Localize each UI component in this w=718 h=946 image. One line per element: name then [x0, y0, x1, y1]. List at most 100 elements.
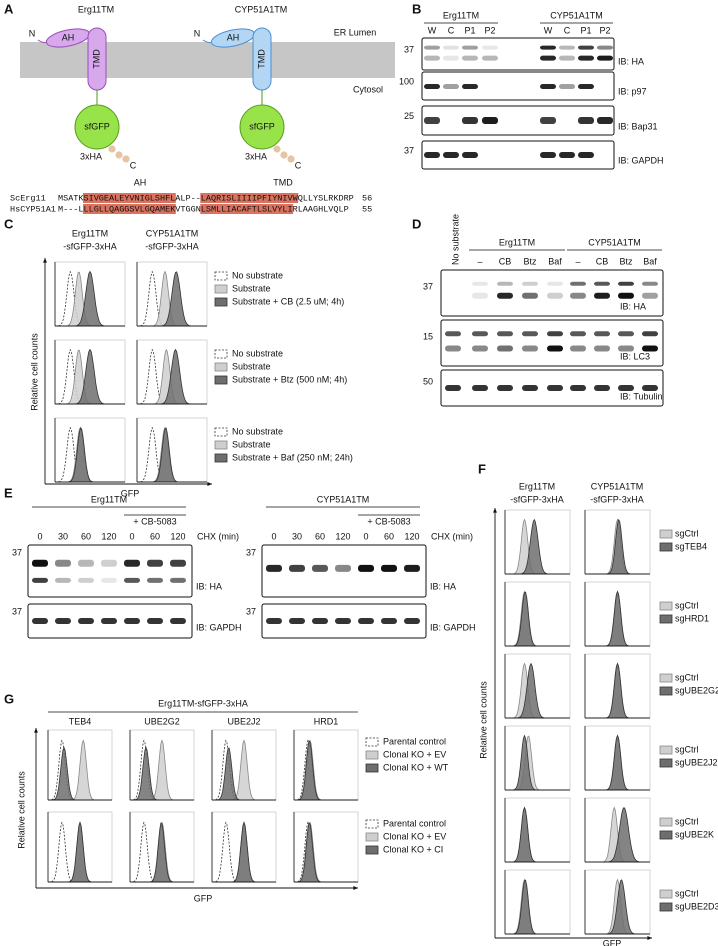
- legend-swatch: [659, 902, 673, 912]
- blot-band: [522, 345, 538, 352]
- column-label: -sfGFP-3xHA: [590, 494, 644, 504]
- blot-band: [101, 559, 117, 567]
- blot-band: [559, 45, 575, 50]
- blot-band: [170, 577, 186, 583]
- time-label: CHX (min): [431, 531, 473, 541]
- blot-band: [443, 45, 459, 50]
- blot-band: [462, 45, 478, 50]
- lane-label: Baf: [643, 256, 657, 266]
- arrow-head: [43, 258, 47, 263]
- legend-swatch: [214, 453, 228, 463]
- blot-band: [424, 55, 440, 61]
- treatment-label: + CB-5083: [133, 516, 176, 526]
- lane-label: CB: [596, 256, 609, 266]
- legend-label: Substrate + Baf (250 nM; 24h): [232, 452, 353, 462]
- blot-band: [594, 331, 610, 337]
- legend-swatch: [214, 440, 228, 450]
- lane-label: P2: [484, 25, 495, 35]
- blot-band: [335, 618, 351, 624]
- ha-bead: [287, 155, 295, 163]
- legend-swatch: [659, 614, 673, 624]
- blot-band: [547, 331, 563, 337]
- blot-band: [101, 577, 117, 583]
- blot-band: [522, 385, 538, 391]
- blot-band: [312, 618, 328, 624]
- blot-band: [618, 281, 634, 286]
- blot-band: [570, 281, 586, 286]
- blot-band: [404, 564, 420, 572]
- sequence-name: HsCYP51A1: [10, 204, 56, 214]
- lane-label: 120: [335, 531, 350, 541]
- mw-label: 25: [404, 111, 414, 121]
- blot-band: [443, 84, 459, 90]
- blot-band: [445, 345, 461, 352]
- blot-band: [482, 117, 498, 124]
- mw-label: 100: [399, 76, 414, 86]
- group-label: CYP51A1TM: [588, 237, 641, 247]
- blot-band: [597, 55, 613, 61]
- legend-swatch: [365, 819, 379, 829]
- blot-band: [547, 345, 563, 352]
- legend-swatch: [365, 750, 379, 760]
- blot-frame: [421, 37, 615, 71]
- panel-label: D: [412, 216, 421, 231]
- domain-label: sfGFP: [249, 121, 275, 131]
- blot-band: [32, 618, 48, 624]
- blot-band: [497, 292, 513, 299]
- ib-label: IB: GAPDH: [196, 622, 242, 632]
- blot-band: [540, 117, 556, 124]
- legend-swatch: [659, 686, 673, 696]
- legend-label: sgHRD1: [675, 613, 709, 623]
- arrow-head: [647, 936, 652, 940]
- legend-label: sgUBE2D3: [675, 901, 718, 911]
- blot-band: [424, 45, 440, 50]
- sequence: LAQRISLIIIIPFIYNIVW: [201, 193, 299, 203]
- lane-label: P2: [599, 25, 610, 35]
- mw-label: 37: [404, 44, 414, 54]
- group-label: Erg11TM: [443, 10, 479, 20]
- sequence-name: ScErg11: [10, 193, 46, 203]
- blot-band: [443, 152, 459, 158]
- group-label: CYP51A1TM: [317, 494, 370, 504]
- domain-label: AH: [227, 32, 240, 42]
- highlight: [83, 204, 176, 214]
- lane-label: 0: [37, 531, 42, 541]
- histogram-frame: [504, 725, 571, 791]
- blot-band: [312, 564, 328, 572]
- blot-band: [570, 292, 586, 299]
- blot-frame: [27, 544, 193, 598]
- sequence: LSMLLIACAFTLSLVYLI: [201, 204, 293, 214]
- blot-band: [404, 618, 420, 624]
- column-label: CYP51A1TM: [591, 481, 644, 491]
- alignment-header: AH: [134, 177, 147, 187]
- blot-band: [540, 55, 556, 61]
- lane-label: W: [428, 25, 437, 35]
- blot-band: [55, 559, 71, 567]
- lane-label: No substrate: [450, 214, 460, 265]
- blot-band: [462, 117, 478, 124]
- blot-band: [540, 45, 556, 50]
- blot-band: [358, 564, 374, 572]
- group-label: Erg11TM: [499, 237, 535, 247]
- tag-label: 3xHA: [245, 151, 267, 161]
- terminus-label: N: [194, 28, 201, 38]
- blot-band: [78, 618, 94, 624]
- group-label: CYP51A1TM: [550, 10, 603, 20]
- ib-label: IB: HA: [618, 56, 644, 66]
- terminus-label: N: [29, 28, 36, 38]
- legend-swatch: [659, 889, 673, 899]
- axis-label: GFP: [603, 938, 622, 946]
- ha-bead: [108, 145, 116, 153]
- axis-label: Relative cell counts: [16, 771, 26, 849]
- blot-band: [472, 385, 488, 391]
- compartment-label: ER Lumen: [334, 27, 377, 37]
- lane-label: 60: [81, 531, 91, 541]
- terminus-label: C: [130, 160, 137, 170]
- arrow-head: [353, 886, 358, 890]
- blot-band: [289, 618, 305, 624]
- lane-label: 120: [170, 531, 185, 541]
- compartment-label: Cytosol: [353, 84, 383, 94]
- legend-label: sgCtrl: [675, 600, 699, 610]
- ib-label: IB: HA: [620, 301, 646, 311]
